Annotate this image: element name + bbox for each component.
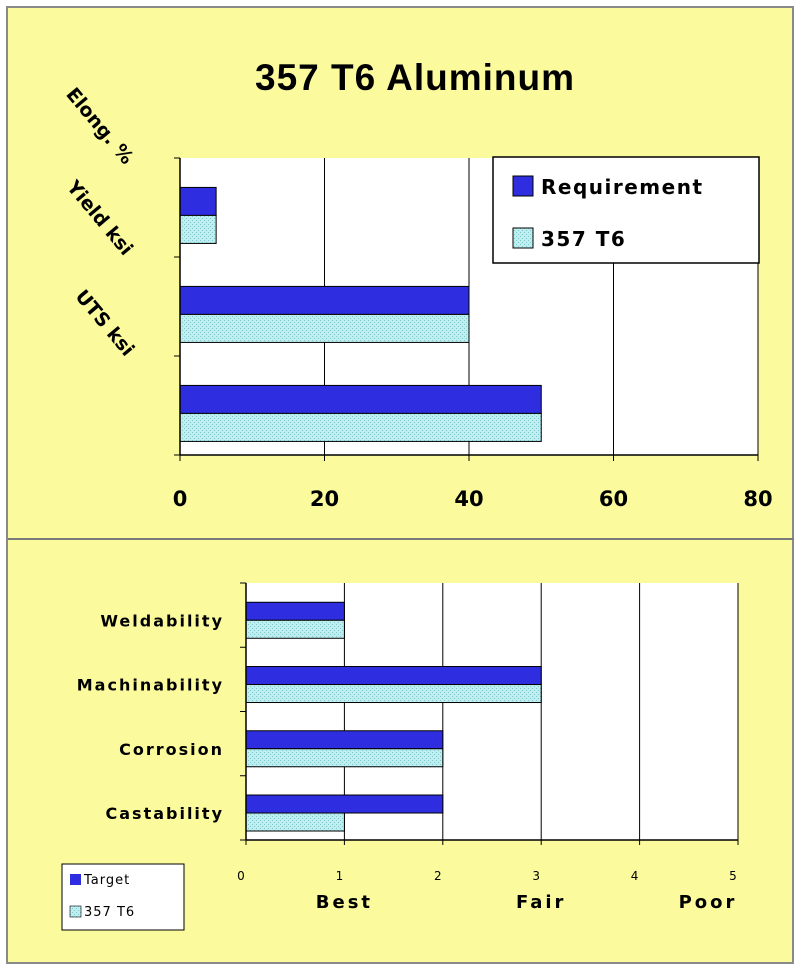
top-x-tick-label: 40: [454, 487, 483, 511]
bottom-category-label: Weldability: [100, 611, 224, 630]
top-category-label: Yield ksi: [61, 176, 137, 260]
bar-357-t6-machinability: [245, 684, 542, 704]
bar-357-t6-weldability: [245, 619, 345, 639]
scale-label-fair: Fair: [516, 892, 566, 913]
bottom-category-label: Machinability: [77, 676, 224, 695]
bar-357-t6-yield-ksi: [179, 313, 470, 343]
bottom-x-tick-label: 2: [434, 869, 442, 883]
bottom-category-label: Corrosion: [119, 740, 224, 759]
top-x-tick-label: 60: [599, 487, 628, 511]
legend-label-requirement: Requirement: [541, 175, 704, 199]
top-x-tick-label: 20: [310, 487, 339, 511]
bottom-x-tick-label: 4: [631, 869, 639, 883]
legend-label-357-t6-bottom: 357 T6: [84, 905, 135, 920]
bar-357-t6-uts-ksi: [179, 412, 542, 442]
bottom-x-tick-label: 1: [336, 869, 344, 883]
legend-swatch-target: [70, 874, 81, 885]
bottom-x-tick-label: 0: [237, 869, 245, 883]
panel-divider: [8, 538, 794, 540]
top-chart: 0 20 40 60 80 Elong. %Yield ksi UTS ksi Requi…: [61, 84, 772, 511]
legend-label-target: Target: [83, 873, 130, 888]
bar-357-t6-castability: [245, 812, 345, 832]
bar-target-corrosion: [245, 730, 444, 750]
top-x-tick-label: 80: [743, 487, 772, 511]
bottom-x-tick-label: 5: [729, 869, 737, 883]
legend-swatch-357-t6-bottom: [69, 905, 82, 918]
top-x-tick-label: 0: [173, 487, 188, 511]
top-legend: Requirement 357 T6: [492, 156, 760, 264]
bottom-legend: Target 357 T6: [61, 863, 185, 931]
chart-title: 357 T6 Aluminum: [255, 57, 575, 98]
legend-swatch-357-t6: [512, 227, 534, 249]
scale-label-best: Best: [316, 892, 373, 913]
bar-target-weldability: [245, 601, 345, 621]
legend-label-357-t6: 357 T6: [541, 227, 626, 251]
bar-requirement-uts-ksi: [179, 384, 542, 414]
legend-swatch-requirement: [512, 175, 534, 197]
bottom-chart: 0 1 2 3 4 5 Best Fair Poor Weldability Machinabi…: [61, 582, 739, 931]
bar-requirement-elong: [179, 186, 217, 216]
bar-357-t6-corrosion: [245, 748, 444, 768]
bar-357-t6-elong: [179, 214, 217, 244]
bottom-x-tick-label: 3: [532, 869, 540, 883]
bar-target-castability: [245, 794, 444, 814]
scale-label-poor: Poor: [679, 892, 738, 913]
bar-target-machinability: [245, 666, 542, 686]
top-category-label: Elong. %: [61, 84, 137, 169]
bar-requirement-yield-ksi: [179, 285, 470, 315]
bottom-category-label: Castability: [106, 804, 225, 823]
top-category-label: UTS ksi: [71, 286, 139, 361]
